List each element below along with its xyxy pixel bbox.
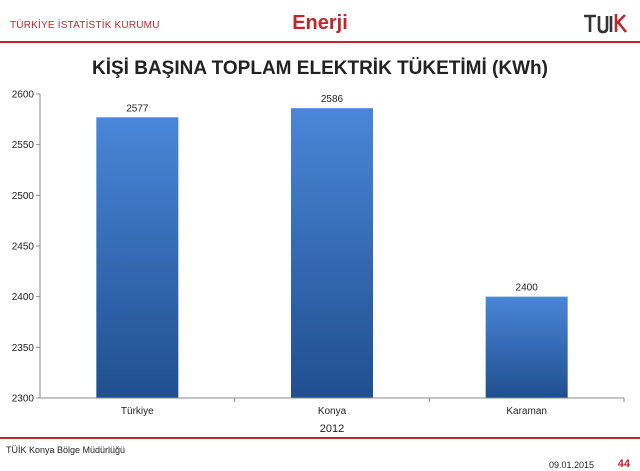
x-tick-label: Karaman [506,406,547,417]
x-axis-label: 2012 [320,423,344,435]
y-tick-label: 2450 [12,242,35,253]
y-tick-label: 2400 [12,292,35,303]
bar [96,117,179,398]
y-tick-label: 2600 [12,90,35,101]
data-label: 2586 [321,94,344,105]
y-tick-label: 2300 [12,394,35,405]
header-divider [0,41,640,43]
section-title: Enerji [292,12,348,34]
x-tick-label: Türkiye [121,406,154,417]
page-number: 44 [617,458,630,470]
x-tick-label: Konya [318,406,347,417]
y-tick-label: 2550 [12,140,35,151]
y-tick-label: 2350 [12,343,35,354]
data-label: 2400 [516,283,539,294]
footer-date: 09.01.2015 [548,460,594,470]
tuik-logo-icon [584,14,628,34]
data-label: 2577 [126,103,149,114]
footer-divider [0,437,640,439]
organization-name: TÜRKİYE İSTATİSTİK KURUMU [10,20,160,31]
bar [485,296,568,398]
chart-title: KİŞİ BAŞINA TOPLAM ELEKTRİK TÜKETİMİ (KW… [92,58,548,79]
footer-office: TÜİK Konya Bölge Müdürlüğü [6,445,126,455]
y-tick-label: 2500 [12,191,35,202]
bar [291,108,373,398]
